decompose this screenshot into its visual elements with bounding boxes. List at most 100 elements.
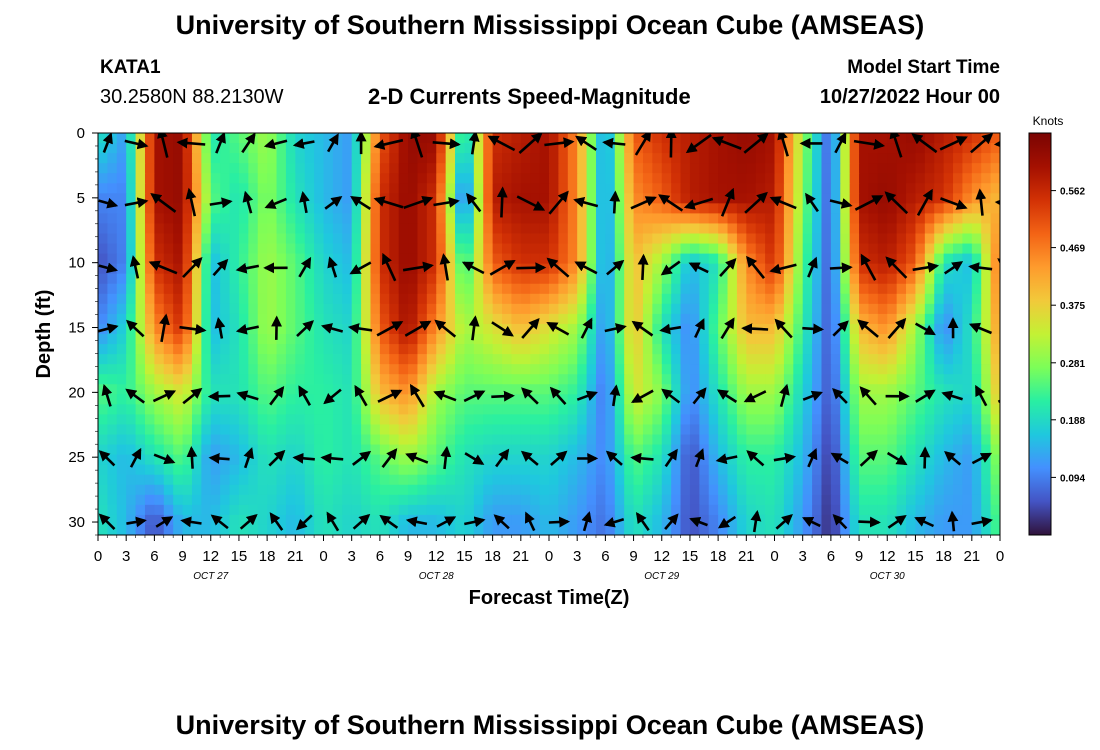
heat-cell bbox=[567, 354, 578, 365]
x-tick-label: 6 bbox=[376, 548, 384, 565]
heat-cell bbox=[126, 394, 137, 405]
heat-cell bbox=[144, 364, 155, 375]
heat-cell bbox=[295, 354, 306, 365]
heat-cell bbox=[389, 133, 400, 144]
heat-cell bbox=[455, 253, 466, 265]
heat-cell bbox=[492, 163, 503, 174]
heat-cell bbox=[445, 344, 456, 355]
heat-cell bbox=[802, 253, 813, 265]
heat-cell bbox=[793, 444, 804, 456]
current-arrow bbox=[524, 511, 536, 532]
heat-cell bbox=[746, 223, 757, 235]
heat-cell bbox=[126, 173, 137, 184]
heat-cell bbox=[558, 183, 569, 194]
heat-cell bbox=[492, 203, 503, 214]
heat-cell bbox=[859, 223, 870, 235]
heat-cell bbox=[755, 283, 766, 295]
heat-cell bbox=[595, 394, 606, 405]
heat-cell bbox=[295, 334, 306, 345]
heat-cell bbox=[530, 464, 541, 476]
heat-cell bbox=[558, 323, 569, 335]
heat-cell bbox=[389, 163, 400, 174]
heat-cell bbox=[351, 313, 362, 325]
heat-cell bbox=[210, 484, 221, 496]
heat-cell bbox=[755, 484, 766, 496]
heat-cell bbox=[783, 223, 794, 235]
heat-cell bbox=[201, 193, 212, 204]
colorbar-gradient bbox=[1028, 132, 1052, 536]
heat-cell bbox=[173, 504, 184, 516]
heat-cell bbox=[812, 384, 823, 395]
heat-cell bbox=[520, 193, 531, 204]
heat-cell bbox=[135, 243, 146, 255]
heat-cell bbox=[201, 173, 212, 184]
heat-cell bbox=[502, 424, 513, 436]
heat-cell bbox=[332, 163, 343, 174]
heat-cell bbox=[567, 424, 578, 436]
heat-cell bbox=[426, 454, 437, 466]
heat-cell bbox=[323, 354, 334, 365]
heat-cell bbox=[981, 394, 992, 405]
heat-cell bbox=[990, 374, 1000, 385]
heat-cell bbox=[868, 233, 879, 245]
heat-cell bbox=[943, 334, 954, 345]
heat-cell bbox=[154, 143, 165, 154]
heat-cell bbox=[567, 494, 578, 506]
heat-cell bbox=[868, 313, 879, 325]
heat-cell bbox=[285, 323, 296, 335]
heat-cell bbox=[859, 303, 870, 315]
heat-cell bbox=[633, 504, 644, 516]
heat-cell bbox=[182, 263, 193, 275]
heat-cell bbox=[483, 233, 494, 245]
heat-cell bbox=[502, 384, 513, 395]
heat-cell bbox=[821, 183, 832, 194]
heat-cell bbox=[201, 253, 212, 265]
heat-cell bbox=[586, 424, 597, 436]
current-arrow bbox=[886, 451, 908, 466]
model-start-value: 10/27/2022 Hour 00 bbox=[819, 86, 1000, 108]
heat-cell bbox=[201, 133, 212, 144]
heat-cell bbox=[718, 464, 729, 476]
heat-cell bbox=[830, 133, 841, 144]
heat-cell bbox=[314, 364, 325, 375]
heat-cell bbox=[971, 464, 982, 476]
heat-cell bbox=[661, 283, 672, 295]
heat-cell bbox=[238, 243, 249, 255]
heat-cell bbox=[295, 263, 306, 275]
heat-cell bbox=[332, 153, 343, 164]
heat-cell bbox=[267, 273, 278, 285]
heat-cell bbox=[116, 494, 127, 506]
heat-cell bbox=[661, 253, 672, 265]
current-arrow bbox=[269, 386, 285, 406]
heat-cell bbox=[736, 414, 747, 426]
heat-cell bbox=[135, 173, 146, 184]
heat-cell bbox=[502, 354, 513, 365]
heat-cell bbox=[680, 344, 691, 355]
heat-cell bbox=[173, 524, 184, 535]
heat-cell bbox=[483, 514, 494, 526]
heat-cell bbox=[906, 494, 917, 506]
heat-cell bbox=[229, 283, 240, 295]
heat-cell bbox=[614, 313, 625, 325]
heat-cell bbox=[595, 173, 606, 184]
heat-cell bbox=[389, 153, 400, 164]
heat-cell bbox=[887, 354, 898, 365]
heat-cell bbox=[408, 464, 419, 476]
current-arrow bbox=[349, 261, 372, 275]
heat-cell bbox=[107, 374, 118, 385]
heat-cell bbox=[671, 434, 682, 446]
x-tick-label: 21 bbox=[512, 548, 529, 565]
heat-cell bbox=[558, 494, 569, 506]
heat-cell bbox=[511, 384, 522, 395]
heat-cell bbox=[285, 484, 296, 496]
heat-cell bbox=[398, 374, 409, 385]
heat-cell bbox=[248, 283, 259, 295]
heat-cell bbox=[107, 354, 118, 365]
heat-cell bbox=[417, 354, 428, 365]
heat-cell bbox=[295, 424, 306, 436]
heat-cell bbox=[642, 404, 653, 415]
heat-cell bbox=[257, 183, 268, 194]
heat-cell bbox=[342, 253, 353, 265]
heat-cell bbox=[389, 213, 400, 225]
heat-cell bbox=[915, 143, 926, 154]
